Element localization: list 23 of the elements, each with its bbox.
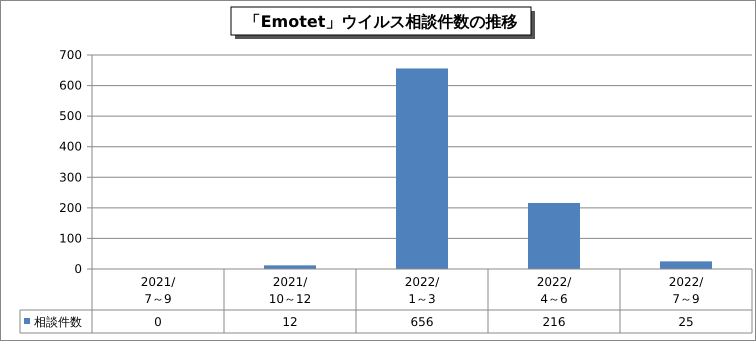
bar [528, 202, 580, 269]
chart-title: 「Emotet」ウイルス相談件数の推移 [244, 12, 518, 31]
x-tick-label: 2021/ 10～12 [268, 275, 312, 306]
data-label: 656 [410, 315, 434, 329]
data-label: 216 [542, 315, 566, 329]
y-tick-label: 400 [59, 140, 82, 154]
x-tick-label: 2021/ 7～9 [140, 275, 176, 306]
y-tick-label: 500 [59, 109, 82, 124]
y-tick-label: 200 [59, 200, 82, 215]
bar [660, 261, 712, 269]
data-label: 25 [678, 315, 694, 329]
data-label: 12 [282, 315, 298, 329]
y-tick-label: 700 [59, 48, 82, 62]
x-tick-label: 2022/ 7～9 [668, 275, 704, 306]
bar [396, 68, 448, 269]
x-tick-label: 2022/ 4～6 [536, 275, 572, 306]
y-tick-label: 600 [59, 78, 82, 93]
legend-label: 相談件数 [34, 315, 82, 329]
y-tick-label: 0 [74, 262, 82, 276]
y-tick-label: 300 [59, 170, 82, 184]
y-tick-label: 100 [59, 231, 82, 246]
x-tick-label: 2022/ 1～3 [404, 275, 440, 306]
data-label: 0 [154, 315, 162, 329]
